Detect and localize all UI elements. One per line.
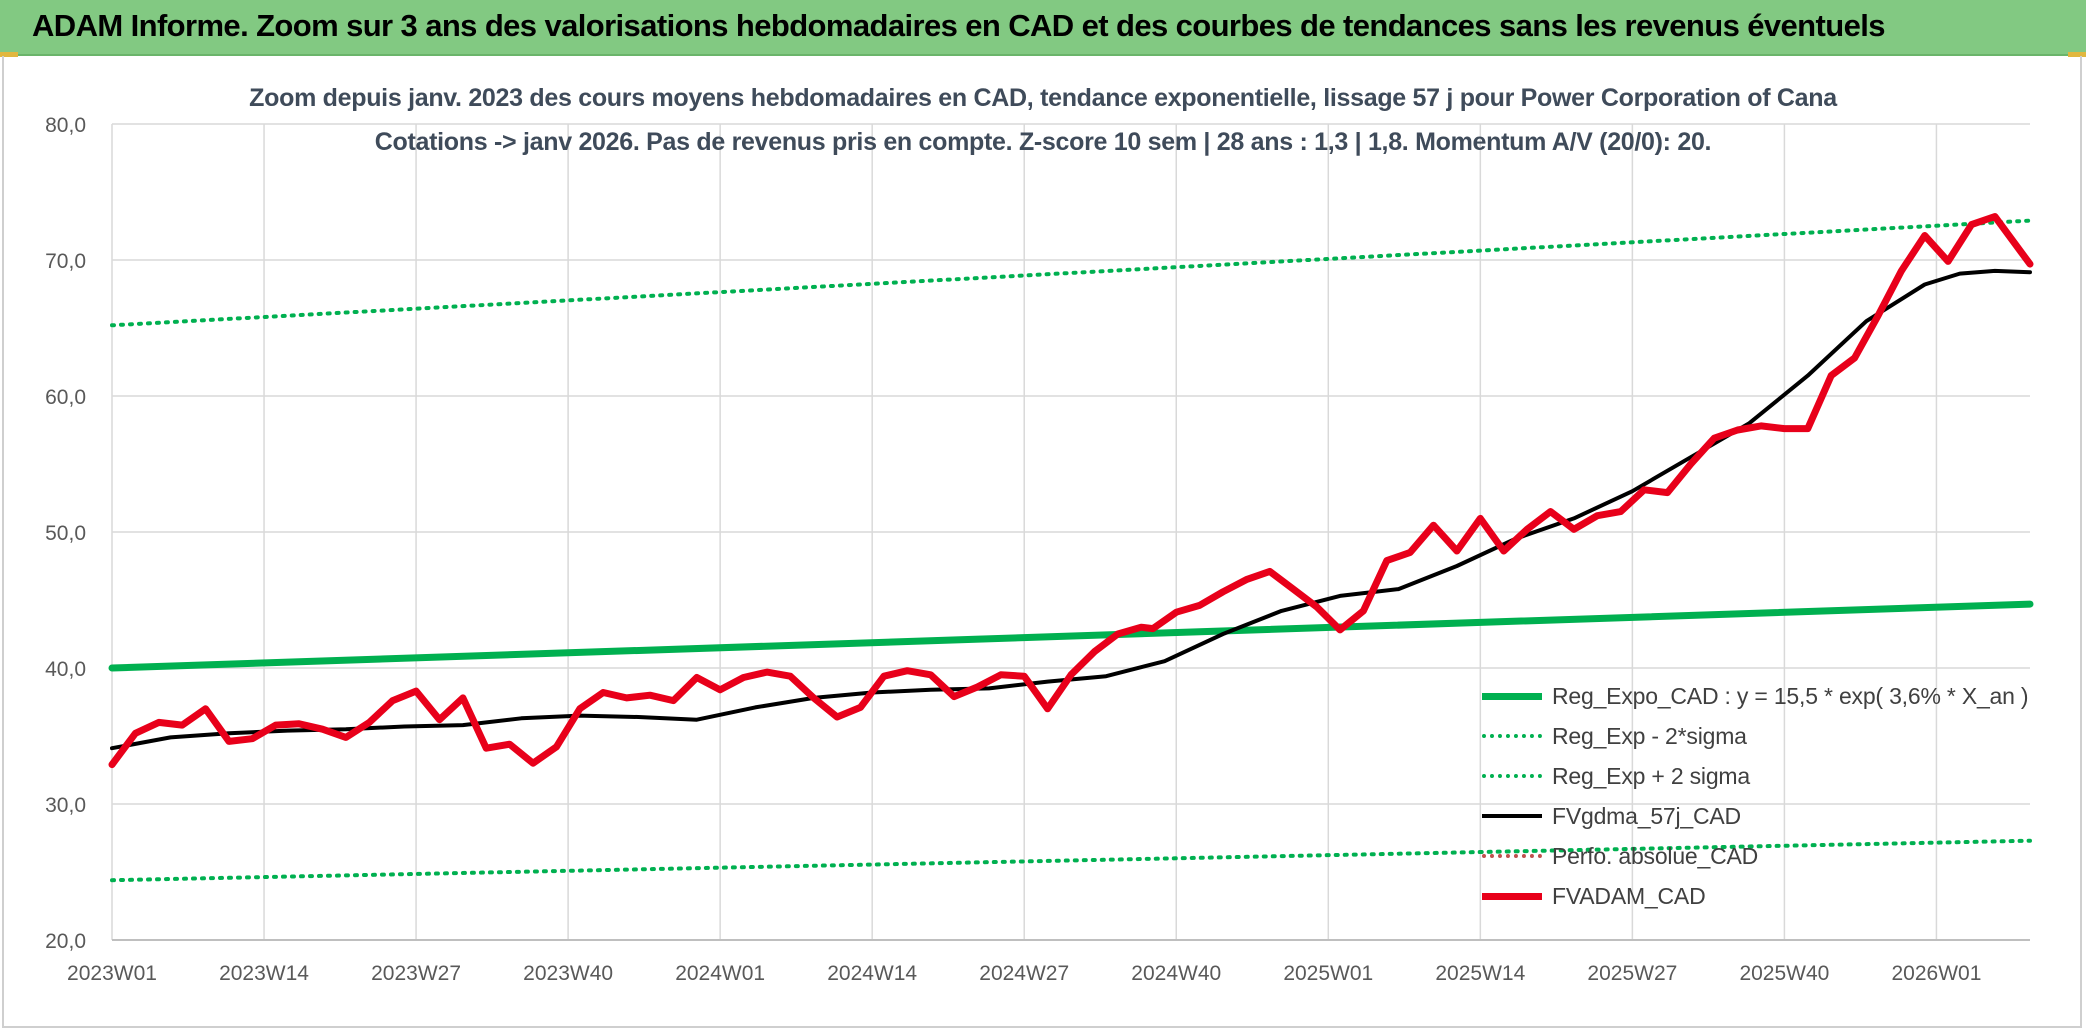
legend-label-perfo: Perfo. absolue_CAD [1552,842,1759,869]
y-tick-label: 70,0 [45,250,86,273]
x-tick-label: 2023W40 [523,962,613,985]
legend-item-fvgdma: FVgdma_57j_CAD [1482,796,2028,836]
legend-item-reg-expo: Reg_Expo_CAD : y = 15,5 * exp( 3,6% * X_… [1482,676,2029,716]
chart-grid [111,123,2030,941]
chart-legend: Reg_Expo_CAD : y = 15,5 * exp( 3,6% * X_… [1482,676,2029,916]
x-tick-label: 2024W14 [827,962,917,985]
corner-accent-right [2068,52,2086,57]
x-axis-ticks: 2023W01 2023W14 2023W27 2023W40 2024W01 2024W… [67,962,1981,985]
series-fvgdma-line [110,268,2032,751]
corner-accent-left [0,52,18,57]
legend-swatch-perfo [1482,854,1542,858]
series-reg-exp-plus-line [110,218,2032,328]
x-tick-label: 2025W14 [1435,962,1525,985]
series-reg-expo-line [108,600,2034,672]
legend-label-reg-expo: Reg_Expo_CAD : y = 15,5 * exp( 3,6% * X_… [1552,682,2029,709]
y-tick-label: 20,0 [45,930,86,953]
legend-item-reg-exp-plus: Reg_Exp + 2 sigma [1482,756,2028,796]
report-title: ADAM Informe. Zoom sur 3 ans des valoris… [32,8,1885,43]
legend-swatch-reg-exp-minus [1482,734,1542,738]
x-tick-label: 2026W01 [1891,962,1981,985]
chart-subtitle-line-1: Zoom depuis janv. 2023 des cours moyens … [249,84,1837,112]
x-tick-label: 2025W01 [1283,962,1373,985]
y-tick-label: 50,0 [45,522,86,545]
legend-swatch-reg-expo [1482,692,1542,700]
y-tick-label: 80,0 [45,114,86,137]
legend-label-reg-exp-minus: Reg_Exp - 2*sigma [1552,722,1747,749]
report-header: ADAM Informe. Zoom sur 3 ans des valoris… [0,0,2086,56]
legend-item-perfo: Perfo. absolue_CAD [1482,836,2028,876]
chart-frame [2,56,2082,1028]
legend-label-reg-exp-plus: Reg_Exp + 2 sigma [1552,762,1750,789]
chart-series [108,213,2034,883]
legend-item-fvadam: FVADAM_CAD [1482,876,2028,916]
x-tick-label: 2023W14 [219,962,309,985]
chart-subtitle-line-2: Cotations -> janv 2026. Pas de revenus p… [374,128,1712,156]
series-fvadam-line [108,213,2034,769]
legend-label-fvgdma: FVgdma_57j_CAD [1552,802,1741,829]
x-tick-label: 2024W27 [979,962,1069,985]
legend-item-reg-exp-minus: Reg_Exp - 2*sigma [1482,716,2028,756]
y-axis-ticks: 20,0 30,0 40,0 50,0 60,0 70,0 80,0 [45,114,86,953]
x-tick-label: 2024W01 [675,962,765,985]
x-tick-label: 2024W40 [1131,962,1221,985]
legend-label-fvadam: FVADAM_CAD [1552,882,1706,909]
x-tick-label: 2023W27 [371,962,461,985]
x-tick-label: 2023W01 [67,962,157,985]
legend-swatch-fvgdma [1482,814,1542,818]
x-tick-label: 2025W27 [1587,962,1677,985]
legend-swatch-reg-exp-plus [1482,774,1542,778]
legend-swatch-fvadam [1482,892,1542,900]
y-tick-label: 30,0 [45,794,86,817]
x-tick-label: 2025W40 [1739,962,1829,985]
y-tick-label: 60,0 [45,386,86,409]
y-tick-label: 40,0 [45,658,86,681]
